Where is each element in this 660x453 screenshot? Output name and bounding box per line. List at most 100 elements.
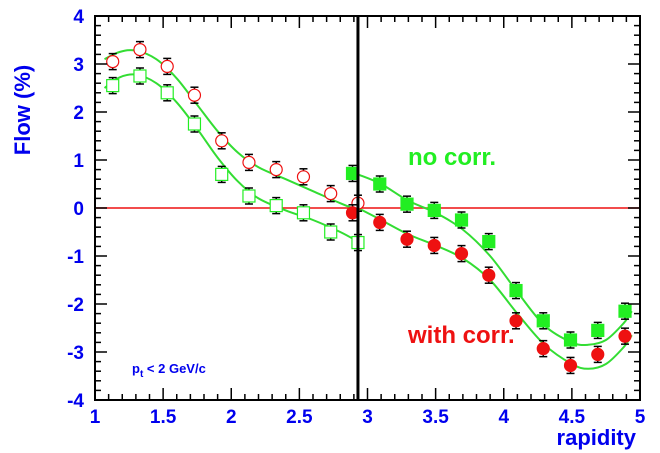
x-tick-label: 5	[635, 407, 646, 428]
axis-ticks	[94, 15, 641, 401]
marker	[563, 358, 578, 373]
data-point-filled-square-3	[400, 195, 414, 213]
data-point-open-square-7	[269, 196, 283, 215]
x-tick-label: 3	[362, 407, 373, 428]
marker	[536, 314, 550, 328]
y-tick-label: -2	[67, 295, 84, 316]
pt-rest: < 2 GeV/c	[143, 361, 206, 376]
annotation-no-corr: no corr.	[408, 144, 496, 171]
marker	[400, 232, 414, 246]
marker	[242, 155, 256, 169]
data-point-filled-circle-5	[454, 244, 469, 263]
x-tick-label: 1	[90, 407, 101, 428]
fit-curve-3	[357, 173, 633, 347]
marker	[242, 189, 256, 203]
data-point-open-square-1	[106, 76, 120, 95]
data-point-filled-circle-8	[536, 339, 550, 358]
marker	[482, 268, 496, 282]
marker	[160, 59, 174, 74]
data-point-filled-square-10	[591, 321, 605, 340]
marker	[373, 215, 387, 229]
marker	[454, 247, 469, 261]
data-point-open-circle-3	[160, 57, 174, 76]
marker	[133, 69, 147, 83]
plot-content	[95, 16, 640, 400]
data-point-open-circle-4	[187, 86, 202, 104]
data-point-filled-square-2	[373, 175, 387, 193]
pt-base: p	[132, 361, 140, 376]
data-point-open-square-6	[242, 187, 256, 205]
data-point-filled-circle-11	[618, 327, 632, 345]
data-point-filled-square-7	[509, 281, 523, 300]
marker	[133, 42, 147, 57]
x-tick-label: 2	[226, 407, 237, 428]
marker	[618, 304, 632, 318]
data-point-open-square-9	[324, 223, 338, 241]
data-point-open-square-5	[215, 165, 229, 184]
fit-curve-2	[103, 73, 359, 243]
data-point-filled-circle-1	[345, 204, 360, 222]
data-point-open-circle-5	[215, 132, 229, 150]
data-point-filled-circle-10	[591, 345, 605, 364]
x-tick-label: 4	[498, 407, 509, 428]
data-point-filled-circle-3	[400, 230, 414, 248]
marker	[427, 238, 441, 253]
data-point-filled-circle-9	[563, 356, 578, 375]
marker	[454, 213, 469, 227]
data-point-open-square-4	[187, 115, 202, 133]
marker	[427, 203, 441, 217]
marker	[324, 225, 338, 239]
marker	[106, 54, 120, 69]
x-tick-label: 1.5	[150, 407, 177, 428]
marker	[215, 134, 229, 148]
data-point-filled-square-6	[482, 232, 496, 251]
marker	[106, 78, 120, 93]
data-point-open-circle-7	[269, 160, 283, 179]
marker	[187, 117, 202, 131]
marker	[509, 314, 523, 328]
marker	[215, 167, 229, 181]
data-point-open-square-3	[160, 84, 174, 102]
marker	[563, 333, 578, 347]
data-point-open-square-2	[133, 67, 147, 85]
data-point-filled-circle-7	[509, 312, 523, 330]
x-tick-label: 2.5	[286, 407, 313, 428]
y-tick-label: 4	[73, 7, 84, 28]
marker	[400, 197, 414, 211]
y-tick-label: 0	[73, 199, 84, 220]
marker	[269, 199, 283, 213]
data-point-open-circle-8	[296, 168, 311, 186]
data-point-filled-circle-6	[482, 266, 496, 284]
marker	[296, 170, 311, 184]
data-point-open-circle-1	[106, 52, 120, 71]
data-point-open-circle-9	[324, 184, 338, 203]
marker	[618, 329, 632, 343]
data-point-filled-square-5	[454, 211, 469, 229]
data-point-filled-circle-4	[427, 236, 441, 255]
marker	[591, 323, 605, 337]
y-tick-label: 3	[73, 55, 84, 76]
x-tick-label: 4.5	[559, 407, 586, 428]
data-point-filled-square-1	[345, 164, 360, 183]
pt-subscript: t	[140, 369, 144, 380]
annotation-with-corr: with corr.	[407, 322, 515, 349]
marker	[509, 283, 523, 298]
marker	[296, 206, 311, 220]
data-point-filled-square-9	[563, 331, 578, 349]
marker	[324, 187, 338, 201]
tick-labels: 1 1.5 2 2.5 3 3.5 4 4.5 5 4 3 2 1 0 -1 -2 -3 -4	[67, 7, 646, 428]
data-point-filled-square-11	[618, 302, 632, 320]
marker	[373, 177, 387, 191]
data-point-filled-circle-2	[373, 213, 387, 232]
marker	[591, 347, 605, 361]
data-point-open-circle-6	[242, 153, 256, 172]
data-point-filled-square-4	[427, 201, 441, 220]
y-tick-label: -4	[67, 391, 84, 412]
marker	[482, 235, 496, 249]
annotation-pt-cut: pt < 2 GeV/c	[132, 361, 206, 380]
y-tick-label: 2	[73, 103, 84, 124]
y-axis-title: Flow (%)	[10, 65, 35, 155]
y-tick-label: -3	[67, 343, 84, 364]
marker	[536, 342, 550, 356]
